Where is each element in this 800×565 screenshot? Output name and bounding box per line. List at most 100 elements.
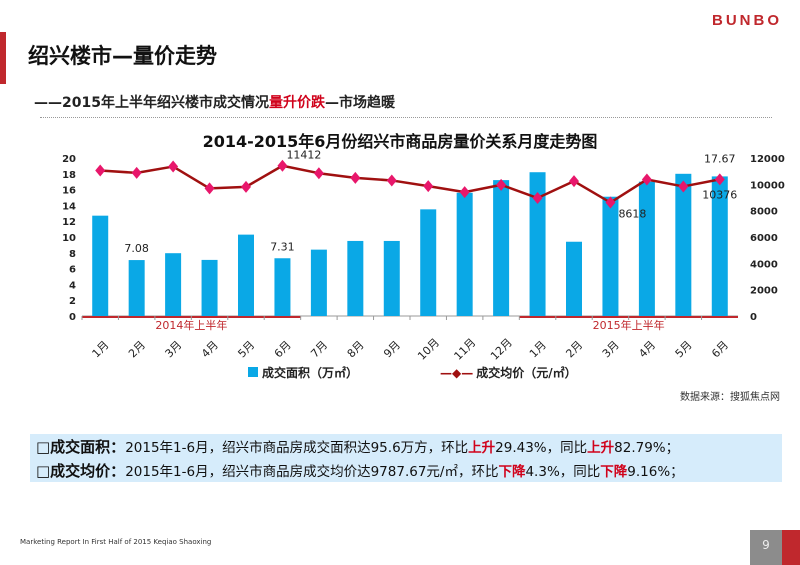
line-data-label: 10376 <box>702 188 737 201</box>
bar <box>456 192 473 316</box>
y-right-tick: 10000 <box>750 180 785 191</box>
price-marker <box>569 175 579 188</box>
bar <box>420 209 437 316</box>
subtitle-post: —市场趋暖 <box>324 95 395 111</box>
bar <box>529 172 546 316</box>
legend-line-swatch: —◆— <box>440 366 474 380</box>
y-right-tick: 0 <box>750 312 757 323</box>
bar <box>602 196 619 316</box>
y-left-tick: 14 <box>62 201 76 212</box>
x-tick-label: 2月 <box>563 338 585 360</box>
x-tick-label: 1月 <box>90 338 112 360</box>
price-marker <box>459 186 470 199</box>
price-marker <box>131 166 142 179</box>
bar <box>238 234 254 316</box>
price-marker <box>423 180 434 193</box>
y-left-tick: 10 <box>62 233 76 244</box>
legend-bar: 成交面积（万㎡） <box>248 364 358 381</box>
price-marker <box>714 173 725 186</box>
x-tick-label: 3月 <box>600 338 622 360</box>
price-marker <box>350 171 361 184</box>
y-left-tick: 6 <box>69 265 76 276</box>
bar-data-label: 7.08 <box>124 242 149 255</box>
divider <box>40 117 772 118</box>
line-data-label: 8618 <box>618 208 646 221</box>
line-data-label: 11412 <box>286 149 321 162</box>
group-label-2015: 2015年上半年 <box>593 318 665 332</box>
price-line <box>100 164 721 204</box>
subtitle: ——2015年上半年绍兴楼市成交情况量升价跌—市场趋暖 <box>34 92 395 112</box>
y-left-tick: 2 <box>69 296 76 307</box>
page-number: 9 <box>750 530 800 565</box>
price-marker <box>386 174 397 187</box>
x-tick-label: 5月 <box>673 338 695 360</box>
y-left-tick: 16 <box>62 186 76 197</box>
bar-data-label: 17.67 <box>704 152 736 165</box>
y-right-tick: 12000 <box>750 154 785 165</box>
footer-text: Marketing Report In First Half of 2015 K… <box>20 538 212 546</box>
price-marker <box>241 180 251 193</box>
price-marker <box>204 182 215 195</box>
subtitle-highlight: 量升价跌 <box>268 95 325 111</box>
group-label-2014: 2014年上半年 <box>155 318 227 332</box>
summary-line-price: □成交均价：2015年1-6月，绍兴市商品房成交均价达9787.67元/㎡，环比… <box>36 462 684 480</box>
x-tick-label: 3月 <box>163 338 185 360</box>
data-source: 数据来源：搜狐焦点网 <box>680 392 780 403</box>
bar <box>493 180 510 316</box>
x-tick-label: 9月 <box>381 338 403 360</box>
bar <box>310 249 327 316</box>
price-marker <box>641 173 652 186</box>
page-title: 绍兴楼市—量价走势 <box>28 44 217 68</box>
bar <box>201 259 218 316</box>
brand-logo: BUNBO <box>712 12 782 29</box>
y-left-tick: 18 <box>62 170 76 181</box>
price-marker <box>95 164 106 177</box>
y-right-tick: 4000 <box>750 259 778 270</box>
x-tick-label: 2月 <box>126 338 148 360</box>
price-marker <box>496 178 507 191</box>
price-marker <box>532 192 543 205</box>
price-marker <box>277 159 288 172</box>
x-tick-label: 8月 <box>345 338 367 360</box>
y-left-tick: 20 <box>62 154 76 165</box>
y-right-tick: 6000 <box>750 233 778 244</box>
x-tick-label: 6月 <box>709 338 731 360</box>
x-tick-label: 5月 <box>235 338 257 360</box>
bar <box>347 240 364 316</box>
legend-bar-label: 成交面积（万㎡） <box>262 366 359 380</box>
x-tick-label: 12月 <box>488 336 515 363</box>
price-marker <box>605 196 616 209</box>
y-right-tick: 2000 <box>750 286 778 297</box>
y-left-tick: 12 <box>62 217 76 228</box>
legend-line: —◆— 成交均价（元/㎡） <box>440 364 577 381</box>
x-tick-label: 11月 <box>452 336 479 363</box>
bar <box>165 253 182 316</box>
x-tick-label: 1月 <box>527 338 549 360</box>
x-tick-label: 4月 <box>199 338 221 360</box>
summary-box <box>30 434 782 482</box>
price-marker <box>313 167 324 180</box>
legend-bar-swatch <box>248 367 258 377</box>
chart: 0 2 4 6 8 10 12 14 16 18 20 0 2000 4000 6000 8000 10000 1… <box>62 149 785 363</box>
accent-bar <box>0 32 6 84</box>
bar <box>711 176 728 316</box>
bar <box>566 241 582 316</box>
x-tick-label: 10月 <box>415 336 442 363</box>
bar <box>675 173 692 316</box>
y-left-tick: 4 <box>69 280 76 291</box>
legend-line-label: 成交均价（元/㎡） <box>476 366 577 380</box>
y-left-tick: 8 <box>69 249 76 260</box>
bar <box>383 240 400 316</box>
subtitle-pre: ——2015年上半年绍兴楼市成交情况 <box>34 95 269 111</box>
x-tick-label: 7月 <box>308 338 330 360</box>
bar <box>274 258 291 316</box>
y-left-tick: 0 <box>69 312 76 323</box>
x-tick-label: 6月 <box>272 338 294 360</box>
bar-data-label: 7.31 <box>270 240 295 253</box>
summary-line-area: □成交面积：2015年1-6月，绍兴市商品房成交面积达95.6万方，环比上升29… <box>36 438 680 456</box>
chart-title: 2014-2015年6月份绍兴市商品房量价关系月度走势图 <box>202 132 598 151</box>
x-tick-label: 4月 <box>636 338 658 360</box>
price-marker <box>168 160 179 173</box>
bar <box>638 181 655 316</box>
price-marker <box>678 180 689 193</box>
